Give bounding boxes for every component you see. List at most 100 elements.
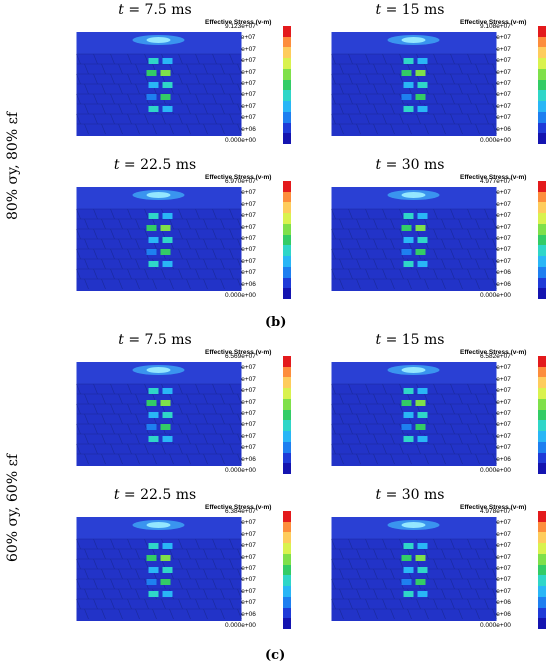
panel-c-1: t = 7.5 ms Effective Stress (v-m) 6.569e+0…	[55, 332, 295, 482]
mesh-line	[492, 238, 497, 250]
mesh-line	[203, 63, 208, 75]
colorbar-swatch	[538, 245, 546, 257]
mesh-line	[110, 423, 115, 435]
mesh-line	[101, 548, 106, 560]
mesh-line	[424, 278, 429, 290]
stress-contour-plot	[331, 517, 497, 621]
mesh-line	[135, 278, 140, 290]
mesh-line	[195, 403, 200, 415]
colorbar-swatch	[283, 223, 291, 235]
mesh-line	[186, 63, 191, 75]
stress-element	[401, 400, 412, 406]
mesh-line	[390, 63, 395, 75]
mesh-line	[169, 123, 174, 135]
mesh-line	[365, 443, 370, 455]
mesh-line	[475, 258, 480, 270]
mesh-line	[118, 568, 123, 580]
time-label: t = 15 ms	[375, 332, 445, 348]
mesh-line	[169, 548, 174, 560]
mesh-line	[195, 93, 200, 105]
mesh-line	[118, 83, 123, 95]
mesh-line	[390, 83, 395, 95]
mesh-line	[220, 63, 225, 75]
mesh-line	[144, 208, 149, 220]
colorbar-tick: 0.000e+00	[225, 467, 256, 474]
mesh-line	[441, 413, 446, 425]
mesh-line	[135, 548, 140, 560]
mesh-line	[467, 383, 472, 395]
mesh-line	[101, 393, 106, 405]
mesh-line	[203, 83, 208, 95]
mesh-line	[475, 103, 480, 115]
mesh-line	[467, 268, 472, 280]
mesh-line	[127, 228, 132, 240]
stress-element	[146, 424, 157, 430]
mesh-line	[178, 558, 183, 570]
mesh-line	[441, 63, 446, 75]
mesh-line	[475, 278, 480, 290]
mesh-line	[127, 538, 132, 550]
mesh-line	[212, 598, 217, 610]
mesh-line	[169, 63, 174, 75]
mesh-line	[356, 63, 361, 75]
mesh-line	[450, 73, 455, 85]
mesh-line	[110, 93, 115, 105]
mesh-line	[110, 578, 115, 590]
mesh-line	[382, 53, 387, 65]
mesh-line	[186, 83, 191, 95]
mesh-line	[373, 218, 378, 230]
stress-element	[148, 543, 159, 549]
mesh-line	[356, 218, 361, 230]
mesh-line	[390, 278, 395, 290]
stress-element	[403, 567, 414, 573]
stress-element	[160, 579, 171, 585]
mesh-line	[110, 443, 115, 455]
mesh-line	[84, 393, 89, 405]
mesh-line	[186, 548, 191, 560]
mesh-line	[118, 433, 123, 445]
mesh-line	[390, 393, 395, 405]
mesh-line	[178, 248, 183, 260]
mesh-line	[331, 268, 336, 280]
stress-element	[148, 261, 159, 267]
mesh-line	[203, 568, 208, 580]
mesh-line	[76, 423, 81, 435]
colorbar-tick: 0.000e+00	[480, 292, 511, 299]
mesh-line	[458, 608, 463, 620]
mesh-line	[492, 83, 497, 95]
colorbar-swatch	[538, 398, 546, 410]
legend-title: Effective Stress (v-m)	[460, 349, 527, 356]
mesh-line	[229, 558, 234, 570]
mesh-line	[84, 453, 89, 465]
mesh-line	[84, 63, 89, 75]
mesh-line	[467, 113, 472, 125]
mesh-line	[76, 598, 81, 610]
stress-element	[146, 94, 157, 100]
mesh-line	[458, 568, 463, 580]
mesh-line	[339, 548, 344, 560]
mesh-line	[127, 53, 132, 65]
mesh-line	[84, 588, 89, 600]
colorbar-swatch	[538, 607, 546, 619]
mesh-line	[178, 578, 183, 590]
mesh-line	[110, 538, 115, 550]
mesh-line	[203, 258, 208, 270]
mesh-line	[492, 123, 497, 135]
mesh-line	[144, 228, 149, 240]
mesh-line	[390, 413, 395, 425]
colorbar-swatch	[538, 256, 546, 267]
colorbar-swatch	[538, 111, 546, 123]
mesh-line	[144, 53, 149, 65]
mesh-line	[424, 548, 429, 560]
colorbar-swatch	[538, 26, 546, 37]
colorbar	[538, 356, 546, 475]
colorbar-swatch	[538, 288, 546, 300]
mesh-line	[220, 218, 225, 230]
mesh-line	[365, 113, 370, 125]
mesh-line	[365, 423, 370, 435]
colorbar-swatch	[538, 213, 546, 224]
stress-element	[148, 567, 159, 573]
colorbar-swatch	[283, 553, 291, 565]
colorbar-swatch	[283, 90, 291, 102]
mesh-line	[433, 578, 438, 590]
